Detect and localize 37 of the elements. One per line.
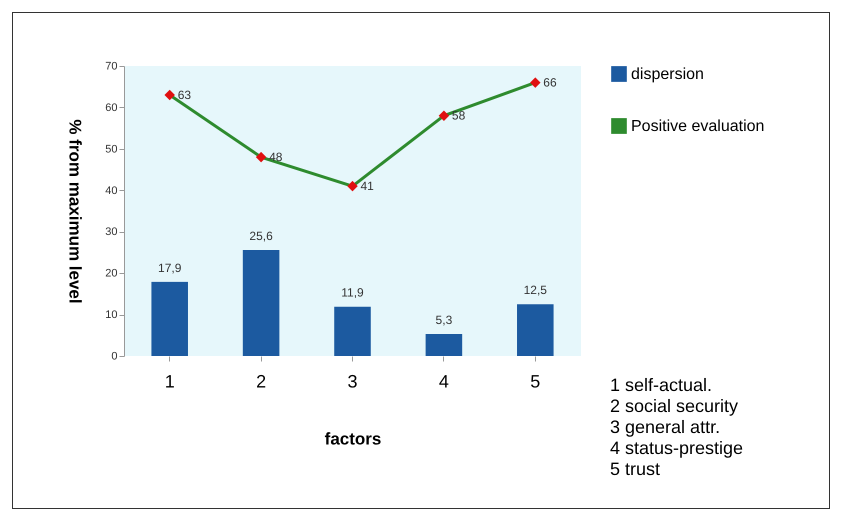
- bar: [517, 304, 554, 356]
- data-label: 17,9: [158, 260, 182, 275]
- y-tick-label: 20: [105, 268, 118, 280]
- bar: [426, 334, 462, 356]
- data-label: 5,3: [436, 313, 453, 328]
- y-tick-label: 70: [105, 60, 118, 72]
- text: 3 general attr.: [610, 417, 722, 438]
- text: 1 self-actual.: [610, 375, 714, 396]
- data-label: 25,6: [249, 228, 274, 243]
- y-tick-label: 10: [105, 309, 118, 322]
- text: 2 social security: [610, 396, 740, 417]
- x-axis-title: factors: [324, 430, 382, 448]
- text: 4 status-prestige: [610, 438, 744, 459]
- y-axis-title: % from maximum level: [65, 119, 84, 304]
- y-tick-label: 30: [105, 226, 118, 238]
- x-tick-label: 4: [438, 372, 449, 392]
- x-tick-label: 2: [256, 372, 266, 392]
- data-label: 66: [543, 76, 557, 90]
- bar: [334, 306, 371, 356]
- y-tick-label: 40: [105, 184, 118, 197]
- bar: [151, 282, 188, 356]
- y-tick-label: 60: [105, 102, 118, 114]
- x-tick-label: 3: [347, 372, 358, 392]
- data-label: 63: [178, 88, 192, 102]
- legend-label: Positive evaluation: [631, 118, 764, 135]
- text: 5 trust: [610, 459, 662, 480]
- data-label: 48: [269, 150, 283, 164]
- data-label: 41: [360, 179, 374, 194]
- data-label: 11,9: [341, 286, 364, 300]
- x-tick-label: 1: [164, 372, 175, 392]
- bar: [242, 250, 280, 356]
- x-tick-label: 5: [530, 372, 540, 392]
- y-tick-label: 0: [111, 350, 118, 362]
- data-label: 58: [452, 108, 466, 123]
- data-label: 12,5: [524, 283, 548, 298]
- legend-label: dispersion: [631, 66, 704, 83]
- y-tick-label: 50: [105, 143, 118, 156]
